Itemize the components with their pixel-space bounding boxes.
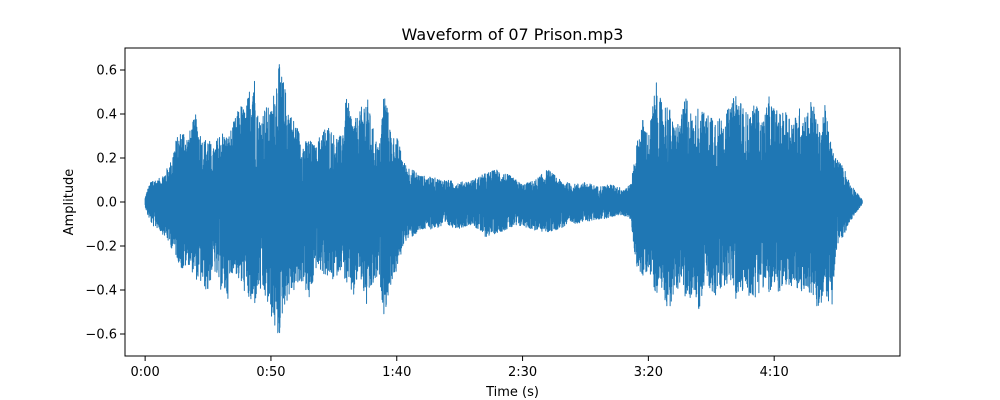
x-axis-title: Time (s) [485,385,539,400]
y-tick-label: 0.0 [96,196,117,211]
y-axis-title: Amplitude [62,169,77,236]
chart-title: Waveform of 07 Prison.mp3 [402,25,624,44]
y-tick-label: −0.2 [85,240,117,255]
x-tick-label: 0:00 [131,365,160,380]
x-tick-label: 0:50 [256,365,285,380]
y-tick-label: 0.4 [96,108,117,123]
waveform-series-0 [144,64,863,334]
plot-area [144,64,863,334]
y-tick-label: 0.2 [96,152,117,167]
x-tick-label: 1:40 [382,365,411,380]
x-tick-label: 2:30 [508,365,537,380]
y-tick-label: −0.6 [85,328,117,343]
y-tick-label: −0.4 [85,284,117,299]
y-tick-label: 0.6 [96,64,117,79]
x-tick-label: 3:20 [634,365,663,380]
x-tick-label: 4:10 [760,365,789,380]
axes: 0:00 0:50 1:40 2:30 3:20 4:10 0.6 0.4 0.2 0.0 −0.2… [85,47,901,380]
